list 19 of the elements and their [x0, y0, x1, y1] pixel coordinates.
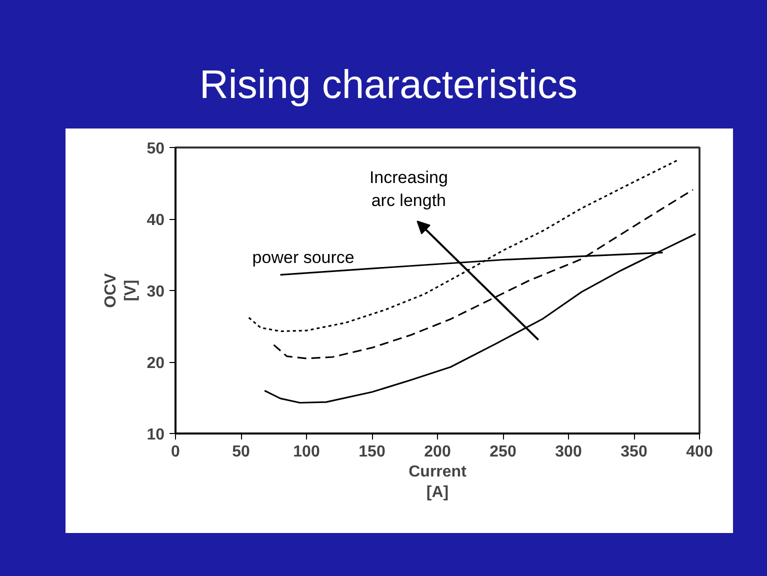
x-tick-label: 50	[232, 444, 250, 460]
x-tick-label: 350	[620, 444, 648, 460]
annotation: Increasing arc length	[369, 168, 448, 210]
y-tick-label: 10	[146, 426, 165, 444]
y-tick-label: 50	[146, 140, 165, 158]
chart-title: Rising characteristics	[200, 62, 578, 109]
y-tick-label: 30	[146, 284, 165, 300]
x-axis-title: Current [A]	[408, 464, 468, 501]
y-tick-label: 40	[146, 212, 165, 229]
x-tick-label: 300	[555, 444, 582, 460]
x-tick-label: 100	[293, 444, 320, 460]
series-label: power source	[252, 248, 354, 267]
x-tick-label: 0	[171, 444, 180, 460]
y-axis-title: OCV [V]	[102, 272, 140, 308]
y-tick-label: 20	[146, 355, 165, 372]
x-tick-label: 200	[424, 444, 451, 460]
x-tick-label: 250	[490, 444, 516, 460]
x-tick-label: 400	[686, 444, 713, 460]
x-tick-label: 150	[358, 444, 386, 460]
